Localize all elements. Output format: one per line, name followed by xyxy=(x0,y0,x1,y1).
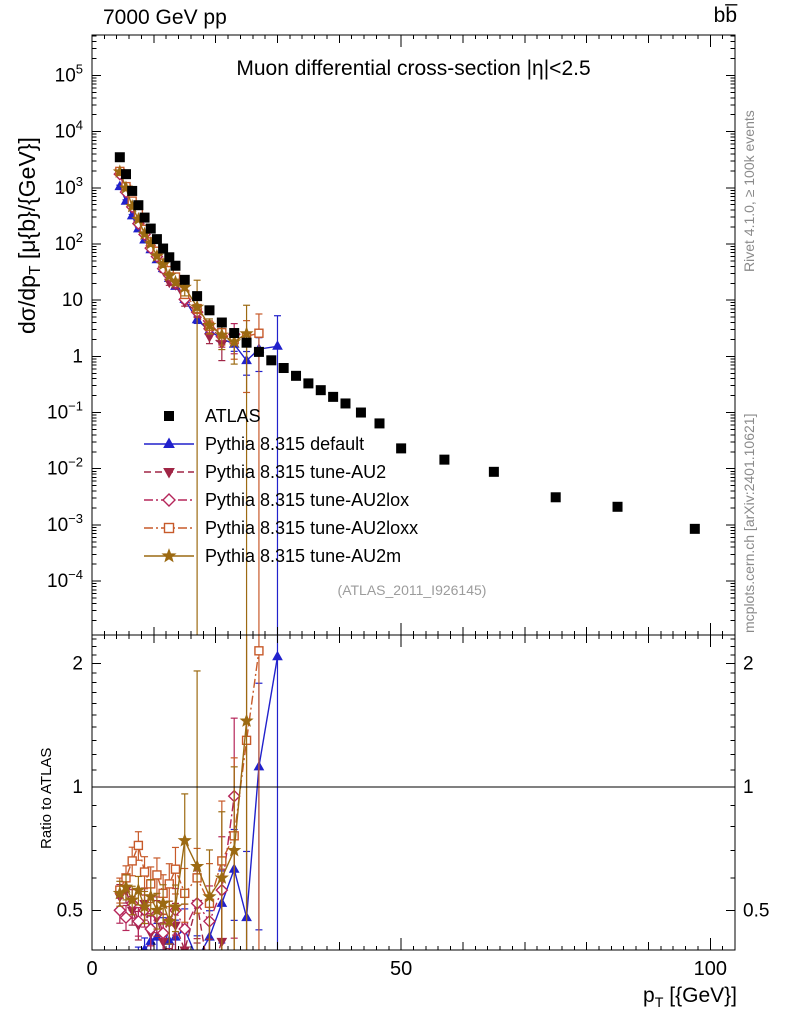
legend-item-default: Pythia 8.315 default xyxy=(142,430,418,458)
axis-ticks xyxy=(91,35,736,951)
legend-marker-default-icon xyxy=(144,437,194,448)
series-ratio-au2m xyxy=(112,635,254,950)
svg-text:1: 1 xyxy=(72,346,83,367)
legend-marker-atlas-icon xyxy=(164,411,174,421)
svg-text:102: 102 xyxy=(55,230,83,255)
svg-text:104: 104 xyxy=(55,118,83,143)
legend-label-default: Pythia 8.315 default xyxy=(205,433,365,454)
series-ratio-au2lox xyxy=(113,717,241,950)
series-main-atlas xyxy=(114,152,700,534)
x-axis-title: pT [{GeV}] xyxy=(555,984,737,1011)
process-label: bb̅ xyxy=(713,4,737,27)
y-axis-title-text: dσ/dp xyxy=(14,275,40,334)
svg-text:2: 2 xyxy=(72,654,83,675)
legend-item-au2loxx: Pythia 8.315 tune-AU2loxx xyxy=(142,514,418,542)
svg-text:0.5: 0.5 xyxy=(743,900,769,921)
svg-text:2: 2 xyxy=(743,654,754,675)
ratio-y-axis-title: Ratio to ATLAS xyxy=(38,747,55,849)
legend-label-au2lox: Pythia 8.315 tune-AU2lox xyxy=(205,489,410,510)
x-axis-title-subscript: T xyxy=(654,994,664,1011)
analysis-id-watermark: (ATLAS_2011_I926145) xyxy=(337,582,487,598)
svg-text:105: 105 xyxy=(55,61,83,86)
legend-marker-au2m-icon xyxy=(144,548,194,563)
svg-text:1: 1 xyxy=(743,777,754,798)
ratio-panel-frame xyxy=(91,634,736,951)
legend-item-au2lox: Pythia 8.315 tune-AU2lox xyxy=(142,486,418,514)
legend-label-au2: Pythia 8.315 tune-AU2 xyxy=(205,461,387,482)
svg-text:10−4: 10−4 xyxy=(47,567,83,592)
x-axis-title-units: [{GeV}] xyxy=(663,984,737,1007)
legend-label-au2m: Pythia 8.315 tune-AU2m xyxy=(205,545,402,566)
legend-marker-au2loxx-icon xyxy=(144,522,194,534)
svg-text:0.5: 0.5 xyxy=(57,900,83,921)
legend: ATLAS Pythia 8.315 default Pythia 8.315 tu… xyxy=(142,402,418,570)
x-axis-title-text: p xyxy=(643,984,655,1007)
legend-marker-au2lox-icon xyxy=(144,493,194,507)
y-axis-title-units: [μ{b}/{GeV}] xyxy=(14,137,40,266)
legend-label-au2loxx: Pythia 8.315 tune-AU2loxx xyxy=(205,517,419,538)
svg-text:0: 0 xyxy=(86,958,97,980)
y-axis-title-subscript: T xyxy=(27,265,45,276)
rivet-version-note: Rivet 4.1.0, ≥ 100k events xyxy=(741,110,757,272)
legend-item-au2m: Pythia 8.315 tune-AU2m xyxy=(142,542,418,570)
svg-text:100: 100 xyxy=(694,958,727,980)
legend-marker-au2-icon xyxy=(144,468,194,479)
svg-text:10−3: 10−3 xyxy=(47,511,83,536)
legend-item-atlas: ATLAS xyxy=(142,402,418,430)
mcplots-reference-note: mcplots.cern.ch [arXiv:2401.10621] xyxy=(741,413,757,633)
series-main-au2m xyxy=(112,164,254,635)
svg-text:10: 10 xyxy=(62,290,83,311)
beam-energy-label: 7000 GeV pp xyxy=(103,6,227,29)
axis-tick-labels: 0 50 100 10−4 10−3 10−2 10−1 1 10 102 103 104 105 0.5… xyxy=(47,61,769,980)
svg-text:10−1: 10−1 xyxy=(47,399,83,424)
svg-text:50: 50 xyxy=(390,958,412,980)
main-y-axis-title: dσ/dpT [μ{b}/{GeV}] xyxy=(14,137,45,334)
svg-text:1: 1 xyxy=(72,777,83,798)
svg-text:10−2: 10−2 xyxy=(47,455,83,480)
plot-title: Muon differential cross-section |η|<2.5 xyxy=(236,57,591,80)
legend-item-au2: Pythia 8.315 tune-AU2 xyxy=(142,458,418,486)
svg-text:103: 103 xyxy=(55,174,83,199)
legend-label-atlas: ATLAS xyxy=(205,405,261,426)
